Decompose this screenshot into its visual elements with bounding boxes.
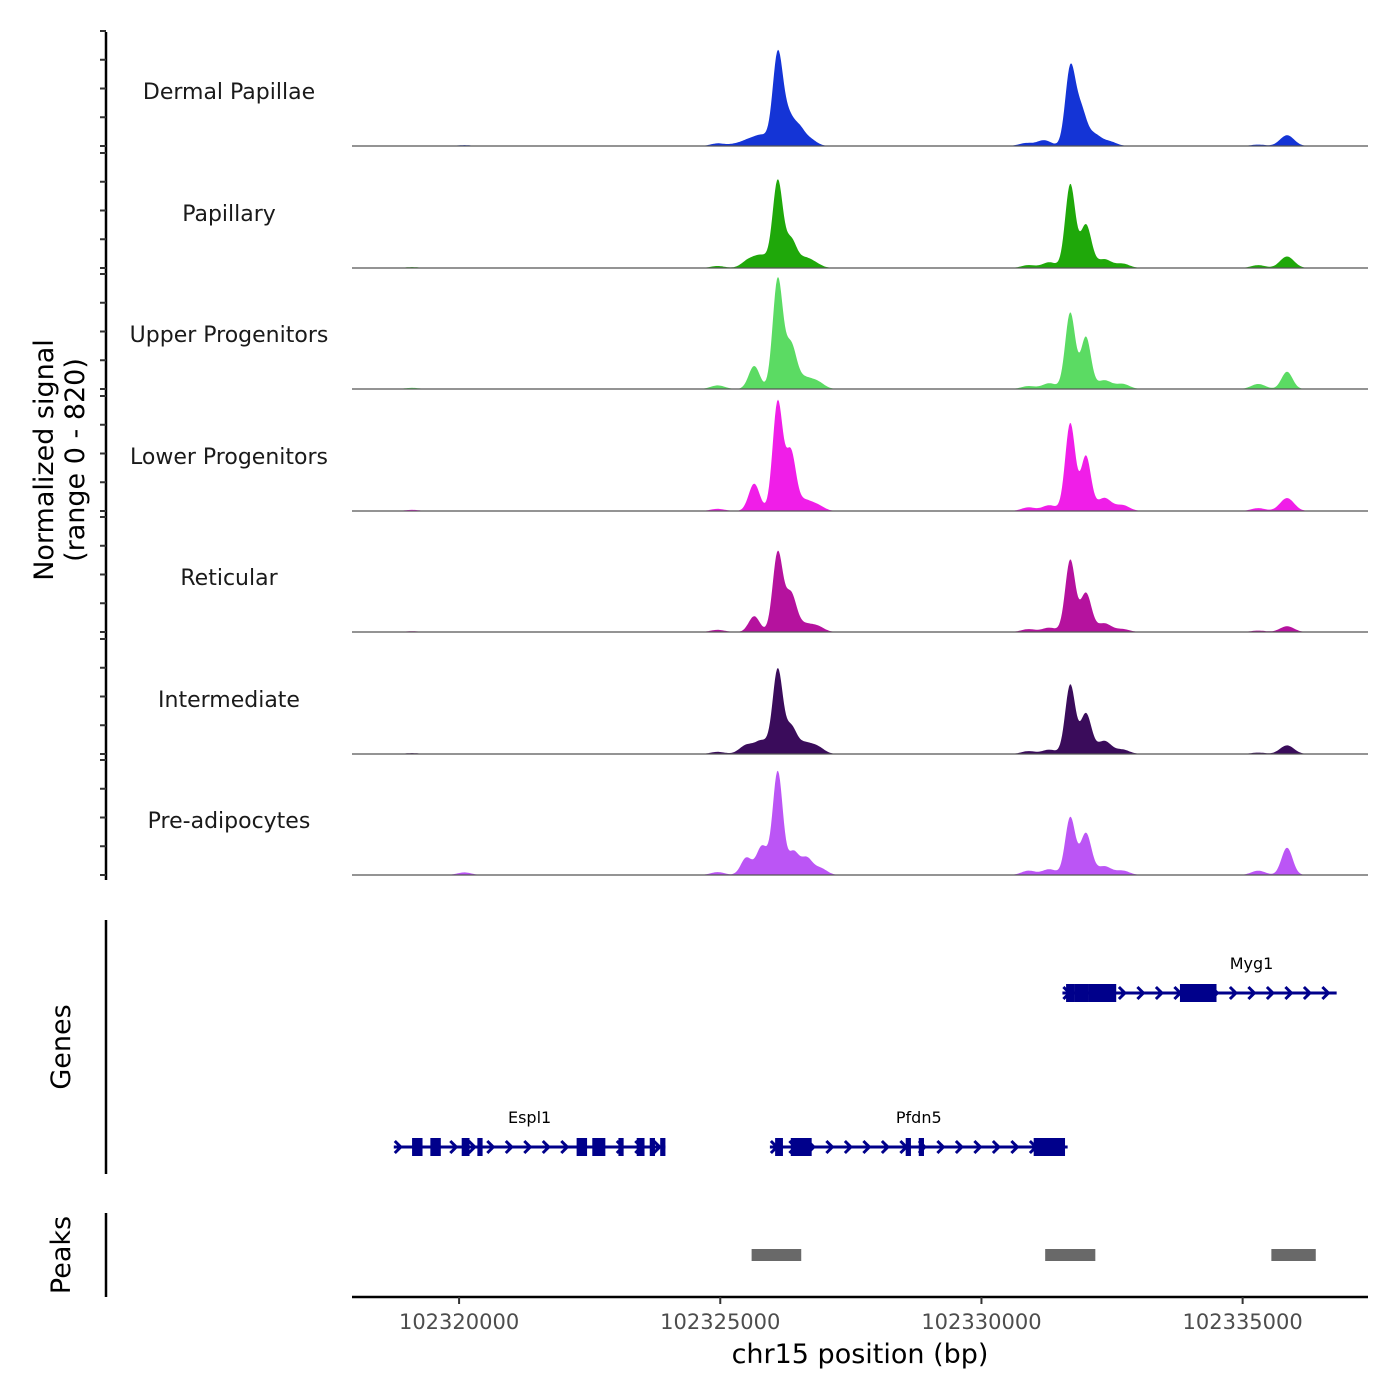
signal-area xyxy=(352,49,1368,146)
signal-area xyxy=(352,550,1368,632)
strand-arrow-icon xyxy=(1117,985,1128,1001)
strand-arrow-icon xyxy=(1247,985,1257,1001)
strand-arrow-icon xyxy=(1321,985,1331,1001)
genes-track-title: Genes xyxy=(46,1004,77,1089)
strand-arrow-icon xyxy=(991,1139,1002,1155)
gene-label: Espl1 xyxy=(508,1108,551,1127)
x-axis-title: chr15 position (bp) xyxy=(732,1339,989,1370)
gene-exon xyxy=(1074,984,1089,1002)
strand-arrow-icon xyxy=(652,1139,662,1155)
strand-arrow-icon xyxy=(1154,985,1165,1001)
track-label: Reticular xyxy=(180,566,278,591)
track-label: Intermediate xyxy=(158,688,300,713)
strand-arrow-icon xyxy=(1265,985,1276,1001)
x-tick-label: 102335000 xyxy=(1183,1310,1303,1334)
gene-exon xyxy=(660,1138,666,1156)
gene-exon xyxy=(1033,1138,1066,1156)
y-axis-title-line-2: (range 0 - 820) xyxy=(60,358,91,562)
peaks-track xyxy=(751,1249,1316,1261)
strand-arrow-icon xyxy=(486,1139,496,1155)
strand-arrow-icon xyxy=(825,1139,835,1155)
gene-exon xyxy=(790,1138,812,1156)
gene-model: Espl1 xyxy=(393,1108,666,1156)
signal-area xyxy=(352,667,1368,754)
gene-model: Pfdn5 xyxy=(769,1108,1068,1156)
strand-arrow-icon xyxy=(449,1139,459,1155)
gene-label: Pfdn5 xyxy=(896,1108,942,1127)
genes-track: Myg1 Espl1 Pfdn5 xyxy=(393,954,1337,1156)
strand-arrow-icon xyxy=(1228,985,1239,1001)
track-label: Lower Progenitors xyxy=(130,445,328,470)
peak-region xyxy=(1271,1249,1316,1261)
strand-arrow-icon xyxy=(880,1139,891,1155)
strand-arrow-icon xyxy=(504,1139,514,1155)
gene-exon xyxy=(1088,984,1117,1002)
coverage-track: Intermediate xyxy=(158,667,1368,755)
left-axes xyxy=(100,30,108,1297)
track-label: Dermal Papillae xyxy=(143,80,315,105)
coverage-track: Pre-adipocytes xyxy=(148,770,1368,876)
gene-exon xyxy=(636,1138,645,1156)
strand-arrow-icon xyxy=(843,1139,854,1155)
gene-exon xyxy=(477,1138,483,1156)
strand-arrow-icon xyxy=(393,1139,403,1155)
strand-arrow-icon xyxy=(1010,1139,1020,1155)
gene-exon xyxy=(412,1138,423,1156)
x-tick-label: 102330000 xyxy=(921,1310,1041,1334)
strand-arrow-icon xyxy=(954,1139,965,1155)
x-tick-label: 102320000 xyxy=(399,1310,519,1334)
signal-area xyxy=(352,276,1368,389)
gene-exon xyxy=(649,1138,655,1156)
gene-exon xyxy=(775,1138,783,1156)
gene-model: Myg1 xyxy=(1062,954,1337,1002)
peaks-track-title: Peaks xyxy=(46,1216,77,1294)
signal-area xyxy=(352,399,1368,511)
strand-arrow-icon xyxy=(1284,985,1294,1001)
strand-arrow-icon xyxy=(560,1139,570,1155)
strand-arrow-icon xyxy=(541,1139,551,1155)
gene-exon xyxy=(905,1138,911,1156)
gene-label: Myg1 xyxy=(1230,954,1274,973)
gene-exon xyxy=(576,1138,588,1156)
gene-exon xyxy=(592,1138,606,1156)
gene-exon xyxy=(1179,984,1217,1002)
gene-exon xyxy=(618,1138,624,1156)
strand-arrow-icon xyxy=(523,1139,533,1155)
signal-area xyxy=(352,179,1368,268)
peak-region xyxy=(1045,1249,1096,1261)
coverage-track: Upper Progenitors xyxy=(130,276,1368,390)
track-label: Papillary xyxy=(182,202,276,227)
strand-arrow-icon xyxy=(1136,985,1146,1001)
strand-arrow-icon xyxy=(1302,985,1313,1001)
coverage-track: Lower Progenitors xyxy=(130,399,1368,512)
gene-exon xyxy=(430,1138,441,1156)
gene-exon xyxy=(461,1138,470,1156)
y-axis-title-line-1: Normalized signal xyxy=(29,339,60,581)
strand-arrow-icon xyxy=(862,1139,872,1155)
coverage-track: Dermal Papillae xyxy=(143,49,1368,147)
x-axis: 102320000 102325000 102330000 102335000 xyxy=(352,1295,1368,1334)
gene-exon xyxy=(918,1138,924,1156)
signal-area xyxy=(352,770,1368,875)
strand-arrow-icon xyxy=(467,1139,477,1155)
coverage-track: Papillary xyxy=(182,179,1368,269)
coverage-track: Reticular xyxy=(180,550,1368,633)
peak-region xyxy=(751,1249,802,1261)
strand-arrow-icon xyxy=(973,1139,983,1155)
strand-arrow-icon xyxy=(936,1139,946,1155)
track-label: Upper Progenitors xyxy=(130,323,329,348)
track-label: Pre-adipocytes xyxy=(148,809,311,834)
gene-exon xyxy=(1066,984,1075,1002)
coverage-tracks: Dermal Papillae Papillary Upper Progenitor… xyxy=(130,49,1368,876)
x-tick-label: 102325000 xyxy=(660,1310,780,1334)
